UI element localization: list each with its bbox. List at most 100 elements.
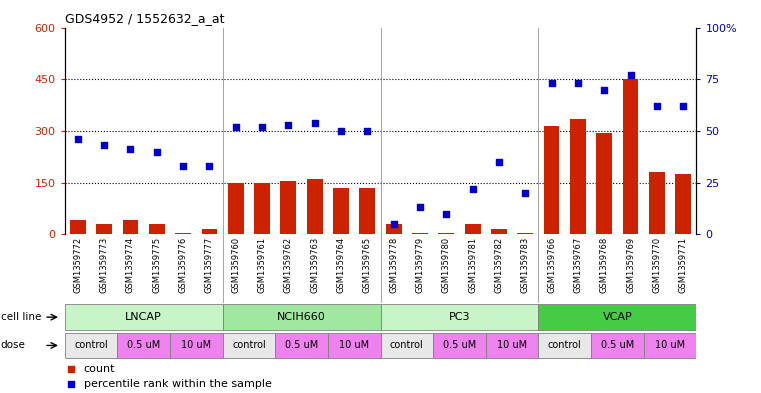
Point <box>230 123 242 130</box>
Text: GSM1359767: GSM1359767 <box>573 237 582 293</box>
Bar <box>597 132 612 234</box>
Point <box>387 221 400 227</box>
Text: GSM1359780: GSM1359780 <box>442 237 451 293</box>
Text: dose: dose <box>1 340 26 351</box>
Point <box>431 288 444 294</box>
Point <box>572 80 584 86</box>
Text: GSM1359768: GSM1359768 <box>600 237 609 293</box>
Text: PC3: PC3 <box>449 312 470 322</box>
Point <box>335 128 347 134</box>
Bar <box>170 333 223 358</box>
Point <box>203 163 215 169</box>
Point <box>431 154 444 161</box>
Bar <box>649 172 665 234</box>
Bar <box>328 333 380 358</box>
Bar <box>123 220 139 234</box>
Bar <box>228 182 244 234</box>
Bar <box>675 174 691 234</box>
Bar <box>491 229 507 234</box>
Text: GSM1359765: GSM1359765 <box>363 237 372 293</box>
Text: count: count <box>84 364 115 374</box>
Bar <box>644 333 696 358</box>
Text: LNCAP: LNCAP <box>126 312 162 322</box>
Text: GSM1359774: GSM1359774 <box>126 237 135 293</box>
Point <box>256 123 268 130</box>
Point <box>493 159 505 165</box>
Text: VCAP: VCAP <box>603 312 632 322</box>
Point <box>177 163 189 169</box>
Text: GSM1359762: GSM1359762 <box>284 237 293 293</box>
Bar <box>175 233 191 234</box>
Point <box>124 146 136 152</box>
Text: 10 uM: 10 uM <box>497 340 527 351</box>
Bar <box>517 233 533 234</box>
Bar <box>438 233 454 234</box>
Bar <box>359 188 375 234</box>
Point <box>414 204 426 211</box>
Bar <box>307 179 323 234</box>
Text: GSM1359770: GSM1359770 <box>652 237 661 293</box>
Bar <box>117 333 170 358</box>
Point <box>72 136 84 142</box>
Text: GSM1359782: GSM1359782 <box>495 237 504 293</box>
Point <box>282 121 295 128</box>
Text: GSM1359783: GSM1359783 <box>521 237 530 293</box>
Text: control: control <box>74 340 108 351</box>
Point <box>598 86 610 93</box>
Bar <box>622 79 638 234</box>
Bar <box>254 182 270 234</box>
Bar <box>380 305 539 330</box>
Bar <box>65 305 223 330</box>
Point <box>440 210 452 217</box>
Text: control: control <box>548 340 581 351</box>
Text: cell line: cell line <box>1 312 41 322</box>
Point <box>466 185 479 192</box>
Text: 0.5 uM: 0.5 uM <box>443 340 476 351</box>
Text: 10 uM: 10 uM <box>655 340 685 351</box>
Bar <box>412 233 428 234</box>
Bar <box>65 333 117 358</box>
Bar <box>543 126 559 234</box>
Bar <box>223 305 380 330</box>
Point <box>309 119 321 126</box>
Bar <box>281 181 296 234</box>
Bar <box>539 333 591 358</box>
Bar <box>202 229 218 234</box>
Text: NCIH660: NCIH660 <box>277 312 326 322</box>
Bar <box>333 188 349 234</box>
Text: GSM1359761: GSM1359761 <box>257 237 266 293</box>
Text: 0.5 uM: 0.5 uM <box>285 340 318 351</box>
Text: GSM1359772: GSM1359772 <box>73 237 82 293</box>
Text: GSM1359777: GSM1359777 <box>205 237 214 293</box>
Text: GSM1359771: GSM1359771 <box>679 237 688 293</box>
Bar <box>570 119 586 234</box>
Text: GSM1359760: GSM1359760 <box>231 237 240 293</box>
Text: GDS4952 / 1552632_a_at: GDS4952 / 1552632_a_at <box>65 12 224 25</box>
Text: GSM1359779: GSM1359779 <box>416 237 425 293</box>
Bar <box>149 224 164 234</box>
Text: percentile rank within the sample: percentile rank within the sample <box>84 378 272 389</box>
Text: GSM1359775: GSM1359775 <box>152 237 161 293</box>
Text: GSM1359766: GSM1359766 <box>547 237 556 293</box>
Text: GSM1359769: GSM1359769 <box>626 237 635 293</box>
Point <box>98 142 110 149</box>
Text: GSM1359763: GSM1359763 <box>310 237 319 293</box>
Text: GSM1359781: GSM1359781 <box>468 237 477 293</box>
Point <box>546 80 558 86</box>
Bar <box>275 333 328 358</box>
Text: GSM1359764: GSM1359764 <box>336 237 345 293</box>
Bar <box>386 224 402 234</box>
Point <box>151 149 163 155</box>
Bar <box>465 224 480 234</box>
Point <box>651 103 663 109</box>
Bar <box>591 333 644 358</box>
Text: control: control <box>232 340 266 351</box>
Bar <box>96 224 112 234</box>
Bar <box>70 220 86 234</box>
Text: 0.5 uM: 0.5 uM <box>127 340 161 351</box>
Bar <box>433 333 486 358</box>
Point <box>625 72 637 78</box>
Text: GSM1359778: GSM1359778 <box>389 237 398 293</box>
Point <box>519 190 531 196</box>
Bar <box>380 333 433 358</box>
